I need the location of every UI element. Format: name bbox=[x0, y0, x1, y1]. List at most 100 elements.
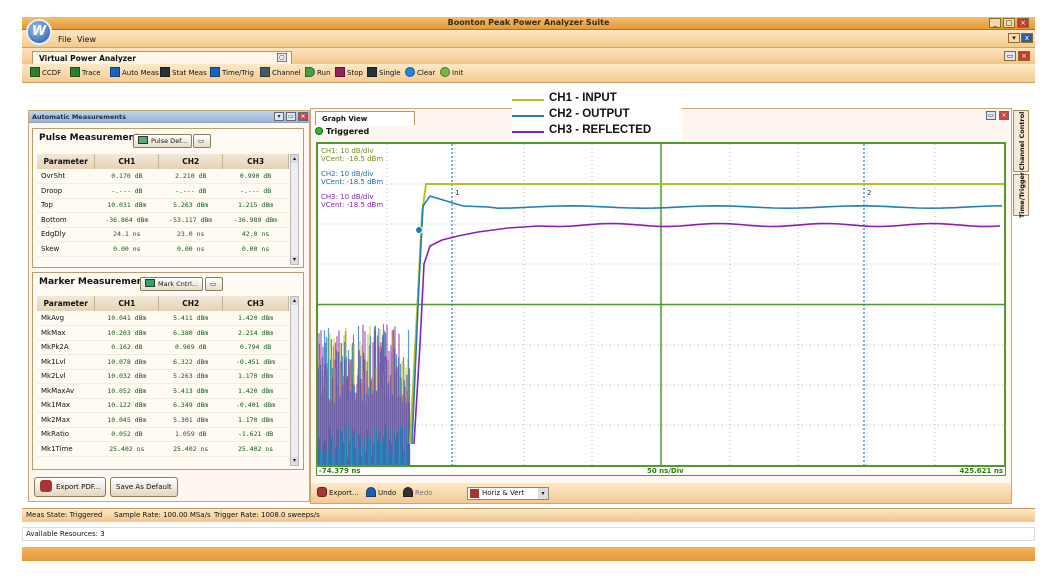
value-cell: -36.864 dBm bbox=[94, 212, 159, 228]
tab-graph-view[interactable]: Graph View bbox=[315, 111, 415, 125]
scroll-down-icon[interactable]: ▾ bbox=[291, 256, 298, 264]
zoom-mode-dropdown[interactable]: Horiz & Vert ▾ bbox=[467, 487, 549, 500]
marker-scrollbar[interactable]: ▴ ▾ bbox=[290, 296, 299, 466]
parameter-cell: Droop bbox=[37, 183, 95, 199]
redo-button[interactable]: Redo bbox=[403, 487, 433, 500]
run-button[interactable]: Run bbox=[305, 67, 330, 80]
marker-options-button[interactable]: ▭ bbox=[205, 277, 223, 291]
value-cell: 0.00 ns bbox=[158, 241, 223, 257]
undo-button[interactable]: Undo bbox=[366, 487, 396, 500]
time-trig-button[interactable]: Time/Trig bbox=[210, 67, 254, 80]
clear-icon bbox=[405, 67, 415, 77]
panel-close-button[interactable]: × bbox=[298, 112, 308, 121]
value-cell: -0.401 dBm bbox=[222, 398, 289, 413]
value-cell: 5.301 dBm bbox=[158, 412, 223, 428]
zoom-mode-icon bbox=[470, 489, 479, 498]
marker-2-label[interactable]: 2 bbox=[867, 189, 872, 197]
init-button[interactable]: Init bbox=[440, 67, 463, 80]
pulse-options-button[interactable]: ▭ bbox=[193, 134, 211, 148]
doc-restore-button[interactable]: ▭ bbox=[1004, 51, 1016, 61]
minimize-button[interactable]: _ bbox=[989, 18, 1001, 28]
sample-rate: Sample Rate: 100.00 MSa/s bbox=[114, 511, 211, 519]
value-cell: -.--- dB bbox=[158, 183, 223, 199]
maximize-button[interactable]: □ bbox=[1003, 18, 1015, 28]
scroll-down-icon[interactable]: ▾ bbox=[291, 457, 298, 465]
export-pdf-button[interactable]: Export PDF... bbox=[34, 477, 107, 497]
graph-restore-button[interactable]: ▭ bbox=[986, 111, 996, 120]
graph-close-button[interactable]: × bbox=[999, 111, 1009, 120]
ccdf-button[interactable]: CCDF bbox=[30, 67, 61, 80]
x-div-label: 50 ns/Div bbox=[647, 467, 684, 475]
value-cell: 10.045 dBm bbox=[94, 412, 159, 428]
app-logo-icon[interactable]: W bbox=[26, 19, 52, 45]
save-as-default-button[interactable]: Save As Default bbox=[110, 477, 178, 497]
graph-export-button[interactable]: Export... bbox=[317, 487, 359, 500]
table-row[interactable]: Top 10.031 dBm 5.263 dBm 1.215 dBm bbox=[37, 198, 289, 213]
waveform-plot[interactable]: CH1: 10 dB/div VCent: -18.5 dBm CH2: 10 d… bbox=[316, 142, 1006, 467]
scroll-up-icon[interactable]: ▴ bbox=[291, 155, 298, 163]
ch1-scale-label: CH1: 10 dB/div VCent: -18.5 dBm bbox=[321, 147, 384, 163]
chevron-down-icon[interactable]: ▾ bbox=[538, 488, 548, 499]
stop-button[interactable]: Stop bbox=[335, 67, 363, 80]
marker-1-label[interactable]: 1 bbox=[455, 189, 460, 197]
clear-button[interactable]: Clear bbox=[405, 67, 435, 80]
menu-view[interactable]: View bbox=[77, 35, 96, 44]
main-toolbar: CCDF Trace Auto Meas Stat Meas Time/Trig… bbox=[22, 64, 1035, 83]
table-row[interactable]: MkRatio 0.052 dB 1.059 dB -1.621 dB bbox=[37, 427, 289, 442]
table-row[interactable]: Droop -.--- dB -.--- dB -.--- dB bbox=[37, 183, 289, 199]
channel-button[interactable]: Channel bbox=[260, 67, 301, 80]
channel-icon bbox=[260, 67, 270, 77]
play-icon bbox=[305, 67, 315, 77]
pdf-icon bbox=[40, 480, 52, 492]
value-cell: 2.214 dBm bbox=[222, 325, 289, 341]
auto-meas-button[interactable]: Auto Meas bbox=[110, 67, 159, 80]
trace-button[interactable]: Trace bbox=[70, 67, 101, 80]
tab-close-icon[interactable]: ▢ bbox=[277, 53, 287, 62]
panel-pin-button[interactable]: ▾ bbox=[274, 112, 284, 121]
table-row[interactable]: Skew 0.00 ns 0.00 ns 0.00 ns bbox=[37, 241, 289, 257]
mdi-close-button[interactable]: x bbox=[1021, 33, 1033, 43]
col-header: Parameter bbox=[37, 154, 96, 169]
tab-time-trigger[interactable]: Time/Trigger bbox=[1013, 172, 1029, 218]
table-row[interactable]: Mk1Time 25.402 ns 25.402 ns 25.402 ns bbox=[37, 441, 289, 457]
single-button[interactable]: Single bbox=[367, 67, 401, 80]
mark-cntrl-icon bbox=[145, 279, 155, 287]
ch1-trace bbox=[409, 183, 1004, 445]
trigger-rate: Trigger Rate: 1008.0 sweeps/s bbox=[214, 511, 320, 519]
close-button[interactable]: × bbox=[1017, 18, 1029, 28]
table-row[interactable]: MkAvg 10.041 dBm 5.411 dBm 1.420 dBm bbox=[37, 311, 289, 326]
side-tabs: Channel Control Time/Trigger bbox=[1013, 108, 1031, 218]
mdi-menu-button[interactable]: ▾ bbox=[1008, 33, 1020, 43]
table-row[interactable]: Mk1Max 10.122 dBm 6.349 dBm -0.401 dBm bbox=[37, 398, 289, 413]
value-cell: 0.794 dB bbox=[222, 340, 289, 355]
value-cell: 24.1 ns bbox=[94, 227, 159, 242]
init-icon bbox=[440, 67, 450, 77]
stat-meas-button[interactable]: Stat Meas bbox=[160, 67, 207, 80]
parameter-cell: Mk1Max bbox=[37, 398, 95, 413]
stat-meas-icon bbox=[160, 67, 170, 77]
tab-virtual-power-analyzer[interactable]: Virtual Power Analyzer ▢ bbox=[32, 51, 292, 64]
tab-channel-control[interactable]: Channel Control bbox=[1013, 110, 1029, 172]
table-row[interactable]: EdgDly 24.1 ns 23.0 ns 42.0 ns bbox=[37, 227, 289, 242]
table-row[interactable]: OvrSht 0.170 dB 2.210 dB 0.990 dB bbox=[37, 169, 289, 184]
panel-restore-button[interactable]: ▭ bbox=[286, 112, 296, 121]
table-row[interactable]: Mk1Lvl 10.078 dBm 6.322 dBm -0.451 dBm bbox=[37, 354, 289, 370]
table-row[interactable]: Mk2Lvl 10.032 dBm 5.263 dBm 1.170 dBm bbox=[37, 369, 289, 384]
table-row[interactable]: Bottom -36.864 dBm -53.117 dBm -36.989 dBm bbox=[37, 212, 289, 228]
menu-file[interactable]: File bbox=[58, 35, 72, 44]
pulse-scrollbar[interactable]: ▴ ▾ bbox=[290, 154, 299, 265]
pulse-def-button[interactable]: Pulse Def... bbox=[133, 134, 193, 148]
doc-close-button[interactable]: × bbox=[1018, 51, 1030, 61]
table-row[interactable]: MkPk2A 0.162 dB 0.969 dB 0.794 dB bbox=[37, 340, 289, 355]
waveform-canvas[interactable] bbox=[318, 144, 1004, 465]
stop-icon bbox=[335, 67, 345, 77]
table-row[interactable]: MkMaxAv 10.052 dBm 5.413 dBm 1.420 dBm bbox=[37, 383, 289, 399]
mark-cntrl-button[interactable]: Mark Cntrl... bbox=[140, 277, 203, 291]
table-row[interactable]: MkMax 10.203 dBm 6.380 dBm 2.214 dBm bbox=[37, 325, 289, 341]
parameter-cell: OvrSht bbox=[37, 169, 95, 184]
value-cell: -53.117 dBm bbox=[158, 212, 223, 228]
value-cell: 1.420 dBm bbox=[222, 311, 289, 326]
value-cell: 10.032 dBm bbox=[94, 369, 159, 384]
scroll-up-icon[interactable]: ▴ bbox=[291, 297, 298, 305]
table-row[interactable]: Mk2Max 10.045 dBm 5.301 dBm 1.170 dBm bbox=[37, 412, 289, 428]
